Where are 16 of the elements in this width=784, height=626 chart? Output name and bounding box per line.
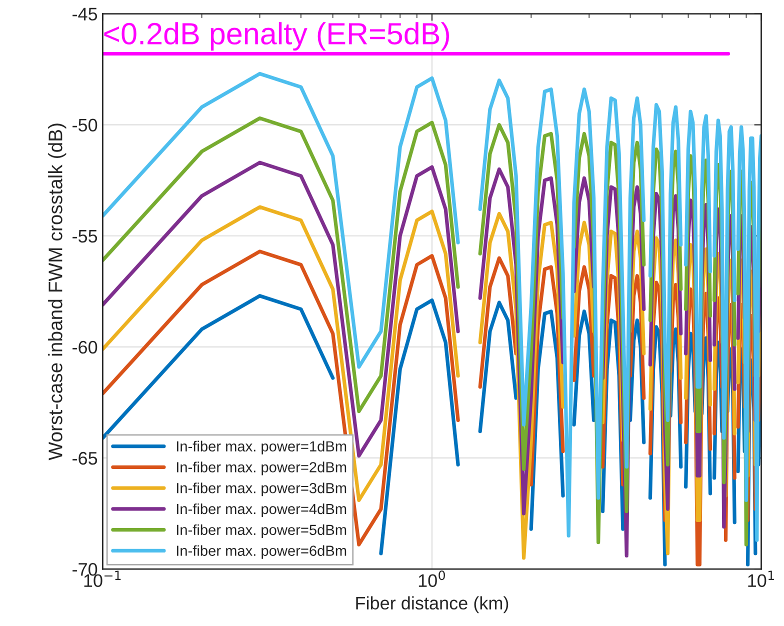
legend-label: In-fiber max. power=2dBm bbox=[176, 462, 346, 476]
x-axis-title: Fiber distance (km) bbox=[356, 596, 508, 614]
y-tick-label: -45 bbox=[72, 8, 98, 20]
y-axis-title: Worst-case inband FWM crosstalk (dB) bbox=[48, 124, 66, 460]
y-tick-label: -55 bbox=[72, 230, 98, 243]
y-tick-label: -65 bbox=[72, 452, 98, 465]
legend-label: In-fiber max. power=4dBm bbox=[176, 503, 346, 518]
x-tick-label: 10$^{0}$ bbox=[418, 570, 445, 588]
annotation: <0.2dB penalty (ER=5dB) bbox=[104, 22, 450, 51]
legend-label: In-fiber max. power=3dBm bbox=[176, 482, 346, 496]
y-tick-label: -50 bbox=[72, 118, 98, 132]
legend-label: In-fiber max. power=1dBm bbox=[176, 440, 346, 454]
x-tick-label: 10$^{1}$ bbox=[748, 570, 774, 588]
legend-label: In-fiber max. power=5dBm bbox=[176, 524, 346, 538]
y-tick-label: -60 bbox=[72, 340, 98, 354]
legend-label: In-fiber max. power=6dBm bbox=[176, 545, 346, 559]
